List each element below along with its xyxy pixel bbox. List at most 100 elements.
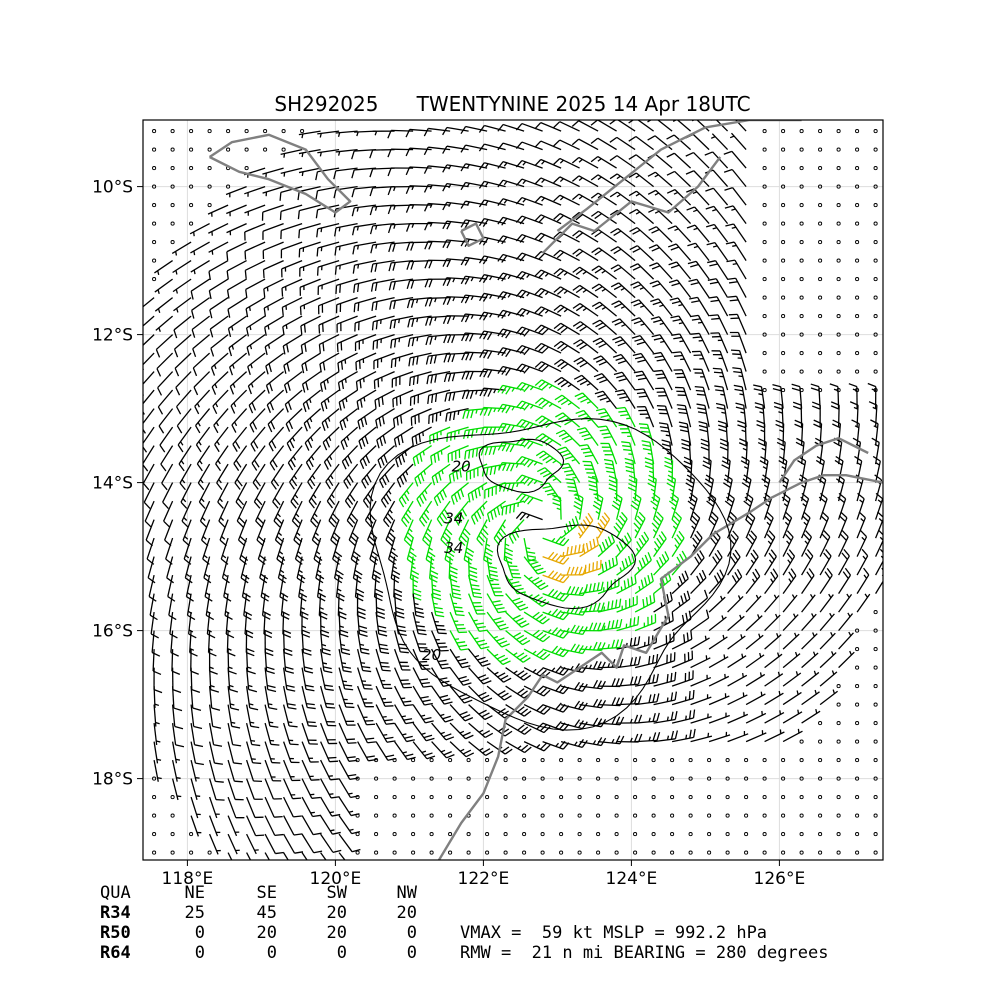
- barb-feather: [680, 595, 684, 604]
- barb-feather: [637, 733, 643, 743]
- barb-staff: [801, 633, 818, 650]
- barb-staff: [190, 778, 198, 800]
- barb-feather: [523, 384, 530, 393]
- barb-staff: [174, 334, 192, 350]
- barb-feather: [553, 139, 561, 147]
- barb-feather: [405, 185, 411, 194]
- calm-circle: [429, 850, 434, 855]
- barb-feather: [442, 715, 452, 720]
- barb-feather: [617, 342, 626, 347]
- barb-half-feather: [503, 162, 508, 167]
- barb-staff: [209, 297, 229, 311]
- barb-feather: [599, 396, 609, 401]
- barb-feather: [433, 497, 439, 507]
- barb-staff: [521, 252, 543, 262]
- barb-feather: [404, 753, 414, 757]
- barb-feather: [590, 192, 599, 199]
- barb-staff: [147, 556, 155, 578]
- barb-staff: [190, 278, 210, 292]
- barb-feather: [742, 478, 751, 485]
- barb-feather: [519, 420, 527, 428]
- barb-feather: [552, 502, 561, 507]
- barb-staff: [502, 123, 525, 132]
- barb-feather: [574, 566, 579, 576]
- barb-feather: [515, 511, 523, 519]
- barb-feather: [385, 754, 395, 758]
- calm-circle: [152, 850, 157, 855]
- barb-feather: [571, 120, 580, 127]
- barb-feather: [203, 577, 212, 584]
- barb-feather: [551, 608, 559, 616]
- barb-half-feather: [180, 460, 185, 465]
- barb-feather: [637, 377, 647, 381]
- barb-staff: [641, 370, 655, 391]
- barb-feather: [351, 150, 355, 160]
- barb-feather: [558, 432, 568, 438]
- barb-half-feather: [360, 662, 366, 664]
- barb-feather: [423, 535, 431, 543]
- calm-circle: [152, 277, 157, 282]
- barb-half-feather: [301, 625, 307, 629]
- barb-staff: [559, 139, 580, 151]
- contour-label: 20: [422, 646, 441, 664]
- barb-feather: [245, 308, 249, 318]
- barb-half-feather: [503, 199, 508, 204]
- barb-feather: [490, 577, 499, 581]
- barb-half-feather: [402, 751, 407, 754]
- barb-staff: [764, 731, 785, 743]
- barb-staff: [521, 511, 543, 521]
- barb-half-feather: [320, 227, 323, 233]
- barb-staff: [376, 426, 395, 441]
- calm-circle: [448, 832, 453, 837]
- barb-half-feather: [310, 811, 315, 814]
- barb-staff: [283, 352, 303, 366]
- barb-feather: [608, 475, 618, 480]
- barb-half-feather: [666, 716, 669, 721]
- barb-staff: [616, 136, 636, 151]
- barb-half-feather: [625, 399, 630, 402]
- barb-feather: [387, 130, 392, 139]
- barb-feather: [732, 552, 739, 561]
- barb-feather: [174, 725, 184, 730]
- barb-feather: [607, 536, 613, 545]
- barb-feather: [582, 544, 586, 554]
- barb-feather: [613, 525, 620, 534]
- barb-feather: [448, 474, 452, 484]
- barb-staff: [293, 519, 303, 541]
- barb-feather: [632, 496, 641, 503]
- barb-feather: [553, 249, 561, 257]
- barb-feather: [365, 737, 375, 740]
- barb-feather: [628, 474, 638, 480]
- barb-feather: [683, 634, 686, 643]
- barb-half-feather: [434, 297, 437, 303]
- barb-feather: [689, 518, 697, 526]
- barb-staff: [727, 635, 746, 650]
- barb-half-feather: [448, 165, 452, 170]
- barb-feather: [250, 725, 260, 729]
- barb-feather: [868, 401, 878, 406]
- barb-feather: [392, 281, 396, 290]
- barb-staff: [319, 334, 340, 346]
- barb-feather: [515, 617, 524, 623]
- barb-staff: [226, 260, 247, 272]
- barb-feather: [655, 515, 662, 523]
- barb-feather: [439, 492, 445, 501]
- barb-feather: [352, 265, 356, 274]
- barb-half-feather: [551, 537, 556, 542]
- barb-feather: [410, 577, 419, 583]
- barb-staff: [712, 169, 729, 188]
- barb-feather: [381, 396, 384, 406]
- barb-half-feather: [182, 498, 187, 503]
- barb-feather: [423, 165, 429, 174]
- barb-half-feather: [813, 670, 817, 676]
- barb-staff: [431, 741, 447, 759]
- barb-staff: [658, 316, 673, 335]
- barb-feather: [191, 329, 196, 338]
- barb-staff: [819, 594, 834, 613]
- barb-feather: [279, 211, 282, 220]
- barb-half-feather: [247, 666, 252, 670]
- calm-circle: [873, 221, 878, 226]
- calm-circle: [170, 813, 175, 818]
- barb-feather: [402, 700, 412, 703]
- barb-feather: [543, 726, 551, 734]
